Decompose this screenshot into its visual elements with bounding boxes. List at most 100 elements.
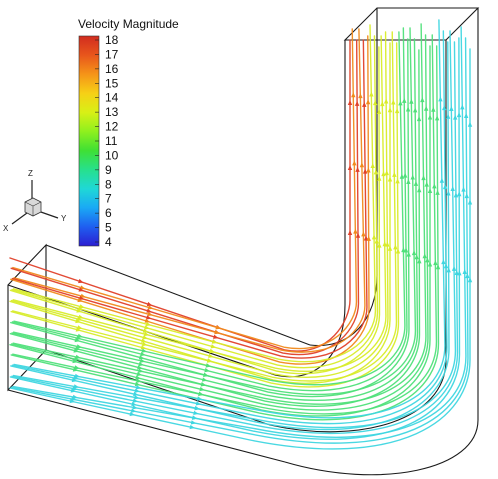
flow-arrow-icon: [204, 367, 210, 373]
flow-arrow-icon: [382, 241, 387, 247]
flow-arrow-icon: [70, 388, 76, 393]
flow-arrow-icon: [133, 391, 139, 397]
flow-arrow-icon: [132, 405, 138, 410]
legend-tick-label: 11: [105, 134, 118, 148]
flow-arrow-icon: [146, 301, 153, 307]
flow-arrow-icon: [352, 160, 357, 166]
flow-arrow-icon: [77, 333, 83, 339]
flow-arrow-icon: [213, 334, 219, 339]
flow-arrow-icon: [410, 174, 415, 180]
flow-arrow-icon: [75, 318, 81, 324]
streamline: [12, 24, 377, 363]
streamline: [12, 31, 398, 382]
flow-arrow-icon: [74, 365, 80, 370]
flow-arrow-icon: [358, 93, 363, 99]
streamline: [12, 34, 438, 415]
flow-arrow-icon: [136, 378, 142, 383]
flow-arrow-icon: [394, 108, 400, 114]
flow-arrow-icon: [445, 113, 451, 119]
flow-arrow-icon: [416, 187, 422, 193]
flow-arrow-icon: [374, 238, 379, 244]
legend-tick-label: 13: [105, 105, 119, 119]
flow-arrow-icon: [201, 377, 208, 382]
flow-arrow-icon: [442, 184, 448, 190]
streamline: [12, 35, 387, 373]
flow-arrow-icon: [77, 297, 83, 303]
flow-arrow-icon: [413, 180, 419, 186]
flow-arrow-icon: [138, 368, 144, 373]
flow-arrow-icon: [456, 191, 462, 197]
flow-arrow-icon: [196, 396, 203, 401]
flow-arrow-icon: [403, 247, 409, 253]
flow-arrow-icon: [142, 335, 148, 340]
flow-arrow-icon: [77, 306, 84, 311]
flow-arrow-icon: [454, 270, 459, 276]
flow-arrow-icon: [362, 101, 367, 107]
legend-tick-label: 16: [105, 62, 119, 76]
orientation-triad: Z Y X: [3, 169, 67, 233]
flow-arrow-icon: [432, 183, 437, 189]
x-axis-label: X: [3, 224, 9, 233]
flow-arrow-icon: [453, 114, 458, 120]
flow-arrow-icon: [413, 107, 418, 113]
flow-arrow-icon: [71, 377, 78, 383]
flow-arrow-icon: [359, 162, 365, 168]
flow-arrow-icon: [383, 98, 389, 104]
flow-arrow-icon: [425, 257, 430, 263]
flow-arrow-icon: [420, 97, 425, 103]
flow-arrow-icon: [147, 305, 154, 310]
streamline: [11, 35, 379, 369]
flow-arrow-icon: [461, 186, 466, 192]
streamline: [13, 28, 366, 353]
flow-arrow-icon: [462, 269, 467, 275]
z-axis-label: Z: [28, 169, 33, 178]
flow-arrow-icon: [74, 346, 81, 351]
flow-arrow-icon: [141, 348, 147, 353]
flow-arrow-icon: [362, 168, 368, 174]
flow-arrow-icon: [130, 408, 137, 413]
flow-arrow-icon: [380, 101, 385, 107]
flow-arrow-icon: [398, 100, 403, 106]
streamline: [11, 38, 419, 401]
flow-arrow-icon: [385, 241, 390, 247]
flow-arrow-icon: [434, 115, 440, 121]
flow-arrow-icon: [433, 260, 438, 266]
flow-arrow-icon: [376, 175, 382, 181]
flow-arrow-icon: [405, 106, 411, 112]
flow-arrow-icon: [189, 424, 195, 430]
streamline: [10, 35, 370, 365]
flow-arrow-icon: [74, 373, 81, 379]
flow-arrow-icon: [76, 335, 82, 341]
flow-arrow-icon: [467, 277, 473, 283]
flow-arrow-icon: [80, 293, 86, 299]
flow-arrow-icon: [463, 113, 469, 119]
flow-arrow-icon: [79, 285, 86, 290]
streamline: [13, 19, 446, 419]
flow-arrow-icon: [72, 386, 78, 391]
flow-arrow-icon: [422, 253, 427, 259]
flow-arrow-icon: [74, 337, 80, 343]
flow-arrow-icon: [208, 353, 214, 358]
flow-arrow-icon: [129, 411, 135, 417]
flow-arrow-icon: [441, 259, 446, 265]
flow-arrow-icon: [442, 105, 447, 111]
flow-arrow-icon: [142, 328, 149, 333]
flow-arrow-icon: [194, 406, 200, 411]
flow-arrow-icon: [195, 401, 202, 406]
flow-arrow-icon: [416, 116, 422, 122]
streamline: [13, 31, 406, 386]
flow-arrow-icon: [402, 97, 407, 103]
streamline: [9, 42, 391, 384]
flow-arrow-icon: [138, 361, 144, 367]
flow-arrow-icon: [381, 171, 386, 177]
streamline: [10, 39, 360, 356]
flow-arrow-icon: [72, 358, 78, 364]
flow-arrow-icon: [76, 316, 83, 322]
flow-arrow-icon: [427, 261, 433, 267]
flow-arrow-icon: [449, 105, 454, 111]
flow-arrow-icon: [361, 231, 366, 237]
flow-arrow-icon: [431, 106, 436, 112]
flow-arrow-icon: [78, 278, 84, 284]
streamline: [10, 38, 410, 398]
